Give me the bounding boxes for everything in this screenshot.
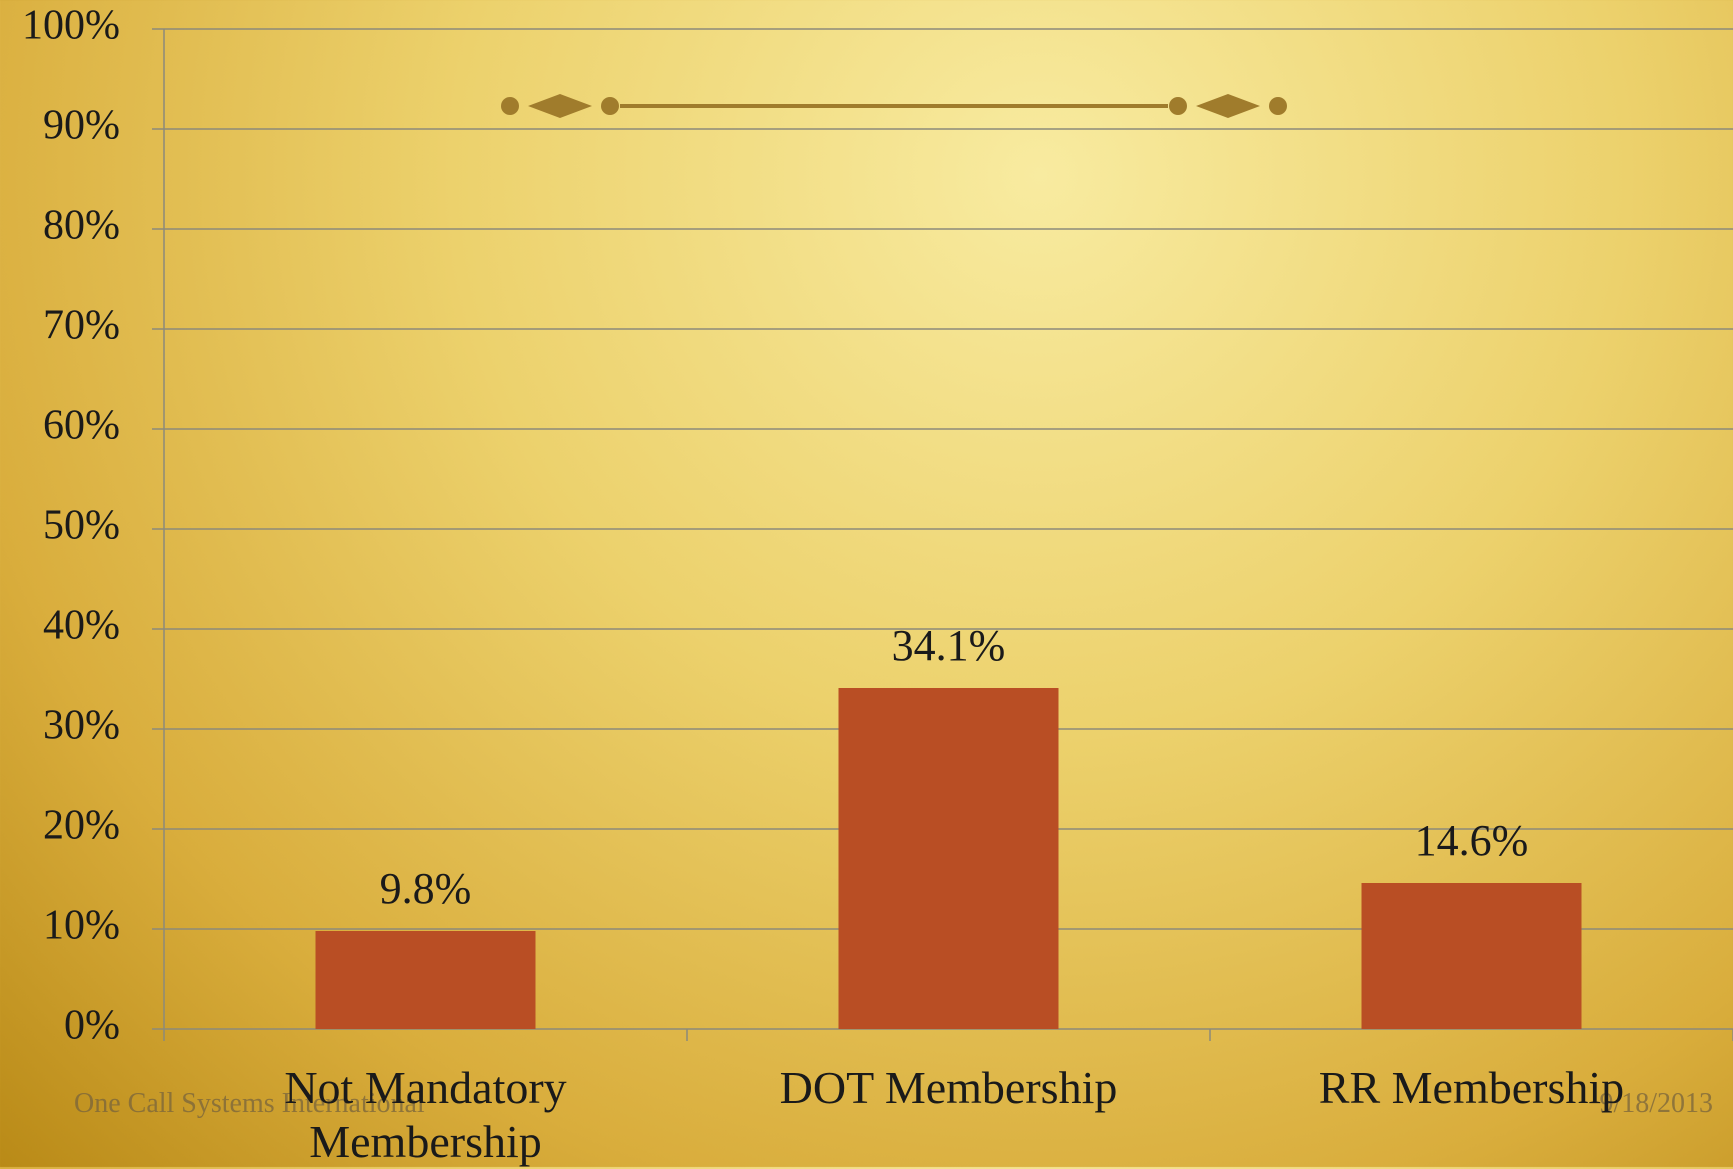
y-tick-label: 100%: [22, 3, 120, 49]
x-tick-label: RR Membership: [1262, 1061, 1682, 1115]
y-tick-label: 40%: [43, 603, 120, 649]
page: 0% 10% 20% 30% 40% 50% 60% 70% 80% 90% 100% 9.8% 34.…: [0, 0, 1733, 1167]
data-label: 9.8%: [380, 864, 472, 913]
data-label: 14.6%: [1415, 816, 1529, 865]
bar: [1362, 883, 1582, 1029]
y-tick-label: 60%: [43, 403, 120, 449]
bar: [839, 688, 1059, 1029]
y-tick-label: 50%: [43, 503, 120, 549]
x-tick-label: DOT Membership: [739, 1061, 1159, 1115]
chart: 0% 10% 20% 30% 40% 50% 60% 70% 80% 90% 100% 9.8% 34.…: [0, 0, 1733, 1167]
x-tick-label: Not Mandatory Membership: [216, 1061, 636, 1169]
bar: [316, 931, 536, 1029]
data-label: 34.1%: [892, 621, 1006, 670]
y-tick-label: 70%: [43, 303, 120, 349]
y-tick-label: 90%: [43, 103, 120, 149]
y-tick-label: 20%: [43, 803, 120, 849]
ornament: [501, 94, 1287, 118]
y-tick-label: 30%: [43, 703, 120, 749]
y-tick-label: 80%: [43, 203, 120, 249]
y-tick-label: 10%: [43, 903, 120, 949]
y-tick-label: 0%: [64, 1003, 120, 1049]
